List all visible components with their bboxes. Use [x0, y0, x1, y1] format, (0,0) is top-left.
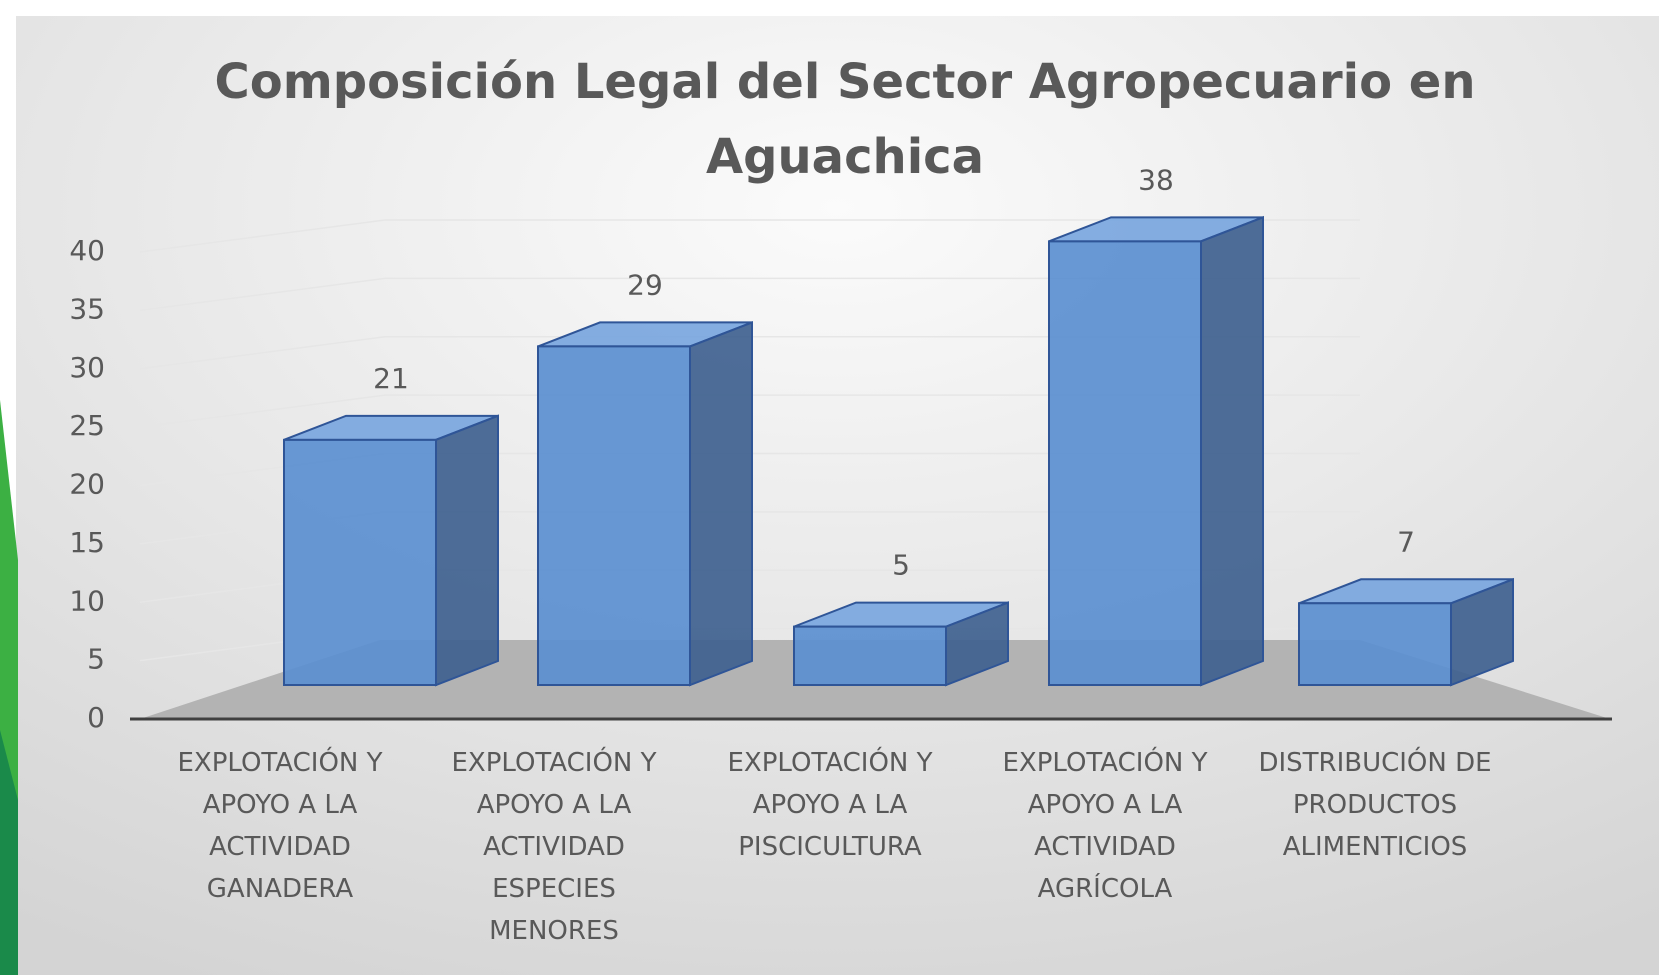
bar-front: [793, 625, 947, 686]
y-tick-label: 0: [87, 701, 105, 734]
bar-side: [1200, 215, 1264, 687]
y-tick-label: 10: [69, 584, 105, 617]
grid-line: [139, 336, 1360, 370]
y-tick-label: 20: [69, 468, 105, 501]
grid-line: [139, 219, 1360, 253]
value-label: 29: [627, 268, 663, 301]
x-tick-label: DISTRIBUCIÓN DE PRODUCTOS ALIMENTICIOS: [1258, 748, 1492, 862]
x-tick-label: EXPLOTACIÓN Y APOYO A LA PISCICULTURA: [727, 748, 933, 862]
value-label: 21: [373, 362, 409, 395]
bar-front: [1298, 602, 1452, 686]
y-tick-label: 40: [69, 234, 105, 267]
bar: [283, 414, 499, 687]
bar-side: [435, 414, 499, 687]
bar-front: [537, 345, 691, 686]
y-tick-label: 25: [69, 409, 105, 442]
decoration: [0, 730, 18, 975]
bar: [537, 320, 753, 687]
bar-front: [1048, 240, 1202, 686]
y-tick-label: 30: [69, 351, 105, 384]
y-tick-label: 15: [69, 526, 105, 559]
x-tick-label: EXPLOTACIÓN Y APOYO A LA ACTIVIDAD GANAD…: [177, 748, 383, 904]
value-label: 7: [1397, 525, 1415, 558]
bar-front: [283, 438, 437, 686]
x-tick-label: EXPLOTACIÓN Y APOYO A LA ACTIVIDAD AGRÍC…: [1002, 748, 1208, 904]
chart-title: Composición Legal del Sector Agropecuari…: [215, 54, 1476, 185]
bar: [1298, 577, 1514, 687]
value-label: 5: [892, 549, 910, 582]
bar: [793, 601, 1009, 687]
x-tick-label: EXPLOTACIÓN Y APOYO A LA ACTIVIDAD ESPEC…: [451, 748, 657, 946]
y-tick-label: 5: [87, 643, 105, 676]
value-label: 38: [1138, 163, 1174, 196]
bar: [1048, 215, 1264, 687]
y-tick-label: 35: [69, 292, 105, 325]
grid-line: [139, 277, 1360, 312]
bar-side: [689, 320, 753, 687]
grid-line: [139, 394, 1360, 428]
